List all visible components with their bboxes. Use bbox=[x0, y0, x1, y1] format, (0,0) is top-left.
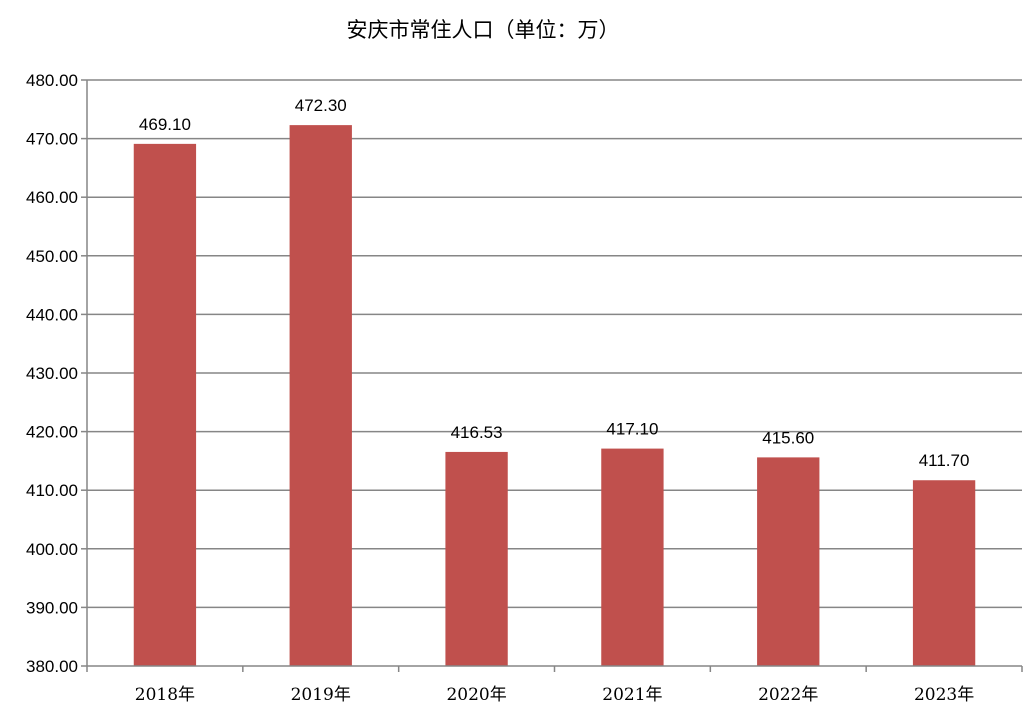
x-tick-label: 2018年 bbox=[135, 685, 195, 705]
x-tick-label: 2021年 bbox=[602, 685, 662, 705]
gridlines bbox=[87, 79, 1022, 609]
y-tick-label: 400.00 bbox=[26, 540, 78, 559]
labels: 380.00 390.00 400.00 410.00 420.00 430.00 440.… bbox=[26, 71, 974, 705]
bar bbox=[912, 480, 976, 666]
data-label: 415.60 bbox=[762, 428, 814, 447]
chart-title: 安庆市常住人口（单位：万） bbox=[346, 18, 620, 42]
y-tick-label: 430.00 bbox=[26, 364, 78, 383]
bars bbox=[133, 125, 976, 666]
y-tick-label: 380.00 bbox=[26, 657, 78, 676]
data-label: 472.30 bbox=[295, 96, 347, 115]
bar bbox=[133, 143, 197, 666]
data-label: 469.10 bbox=[139, 115, 191, 134]
y-tick-label: 440.00 bbox=[26, 305, 78, 324]
y-tick-label: 390.00 bbox=[26, 598, 78, 617]
y-tick-label: 420.00 bbox=[26, 423, 78, 442]
x-tick-label: 2023年 bbox=[914, 685, 974, 705]
y-tick-label: 470.00 bbox=[26, 130, 78, 149]
x-tick-label: 2020年 bbox=[446, 685, 506, 705]
bar bbox=[757, 457, 820, 666]
x-tick-label: 2022年 bbox=[758, 685, 818, 705]
bar bbox=[601, 448, 664, 666]
axes bbox=[81, 79, 1023, 672]
data-label: 417.10 bbox=[606, 420, 658, 439]
y-tick-label: 410.00 bbox=[26, 481, 78, 500]
data-label: 411.70 bbox=[919, 451, 970, 470]
y-tick-label: 460.00 bbox=[26, 188, 78, 207]
y-tick-label: 480.00 bbox=[26, 71, 78, 90]
data-label: 416.53 bbox=[451, 423, 503, 442]
bar bbox=[445, 451, 508, 666]
bar bbox=[289, 125, 352, 666]
x-tick-label: 2019年 bbox=[291, 685, 351, 705]
y-tick-label: 450.00 bbox=[26, 247, 78, 266]
